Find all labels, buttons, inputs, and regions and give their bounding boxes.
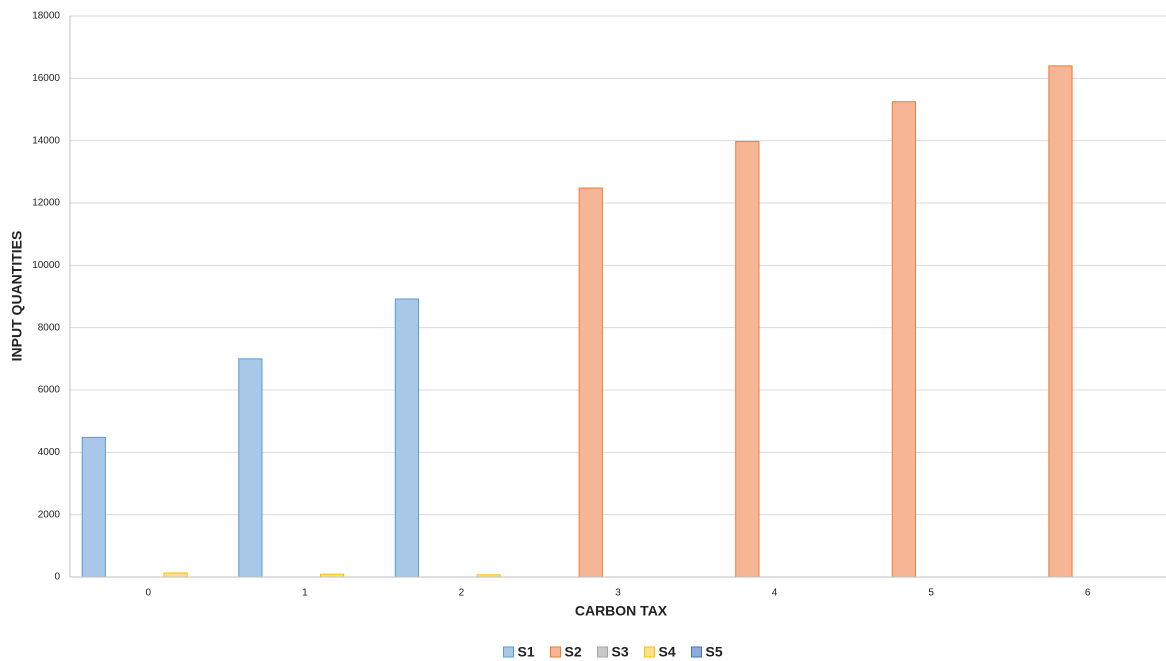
legend-label: S2 xyxy=(565,644,582,660)
y-tick-label: 16000 xyxy=(32,73,60,84)
bar xyxy=(238,358,263,578)
bar xyxy=(394,298,420,578)
y-tick-label: 10000 xyxy=(32,260,60,271)
bar xyxy=(163,572,188,578)
x-tick-label: 3 xyxy=(615,588,621,599)
y-tick-label: 8000 xyxy=(38,322,61,333)
x-tick-label: 5 xyxy=(928,588,934,599)
y-tick-label: 18000 xyxy=(32,11,60,22)
y-tick-label: 0 xyxy=(54,572,60,583)
legend-swatch xyxy=(691,646,702,658)
bar xyxy=(735,141,760,578)
x-tick-label: 4 xyxy=(772,588,778,599)
y-tick-label: 12000 xyxy=(32,198,60,209)
legend-label: S4 xyxy=(659,644,676,660)
x-tick-label: 1 xyxy=(302,588,308,599)
bar xyxy=(1048,65,1073,578)
x-tick-label: 2 xyxy=(459,588,465,599)
x-tick-label: 0 xyxy=(146,588,152,599)
x-axis-title: CARBON TAX xyxy=(575,603,668,619)
legend-swatch xyxy=(644,646,655,658)
x-tick-label: 6 xyxy=(1085,588,1091,599)
y-tick-label: 4000 xyxy=(38,447,61,458)
bar xyxy=(891,101,917,578)
y-tick-label: 14000 xyxy=(32,135,60,146)
bar xyxy=(578,187,603,578)
legend-swatch xyxy=(503,646,514,658)
y-tick-label: 2000 xyxy=(38,509,61,520)
legend-label: S1 xyxy=(518,644,535,660)
legend-swatch xyxy=(597,646,608,658)
y-tick-label: 6000 xyxy=(38,385,61,396)
y-axis-title: INPUT QUANTITIES xyxy=(9,231,25,362)
legend-label: S3 xyxy=(612,644,629,660)
legend-swatch xyxy=(550,646,561,658)
legend-label: S5 xyxy=(706,644,723,660)
bar xyxy=(81,436,106,578)
